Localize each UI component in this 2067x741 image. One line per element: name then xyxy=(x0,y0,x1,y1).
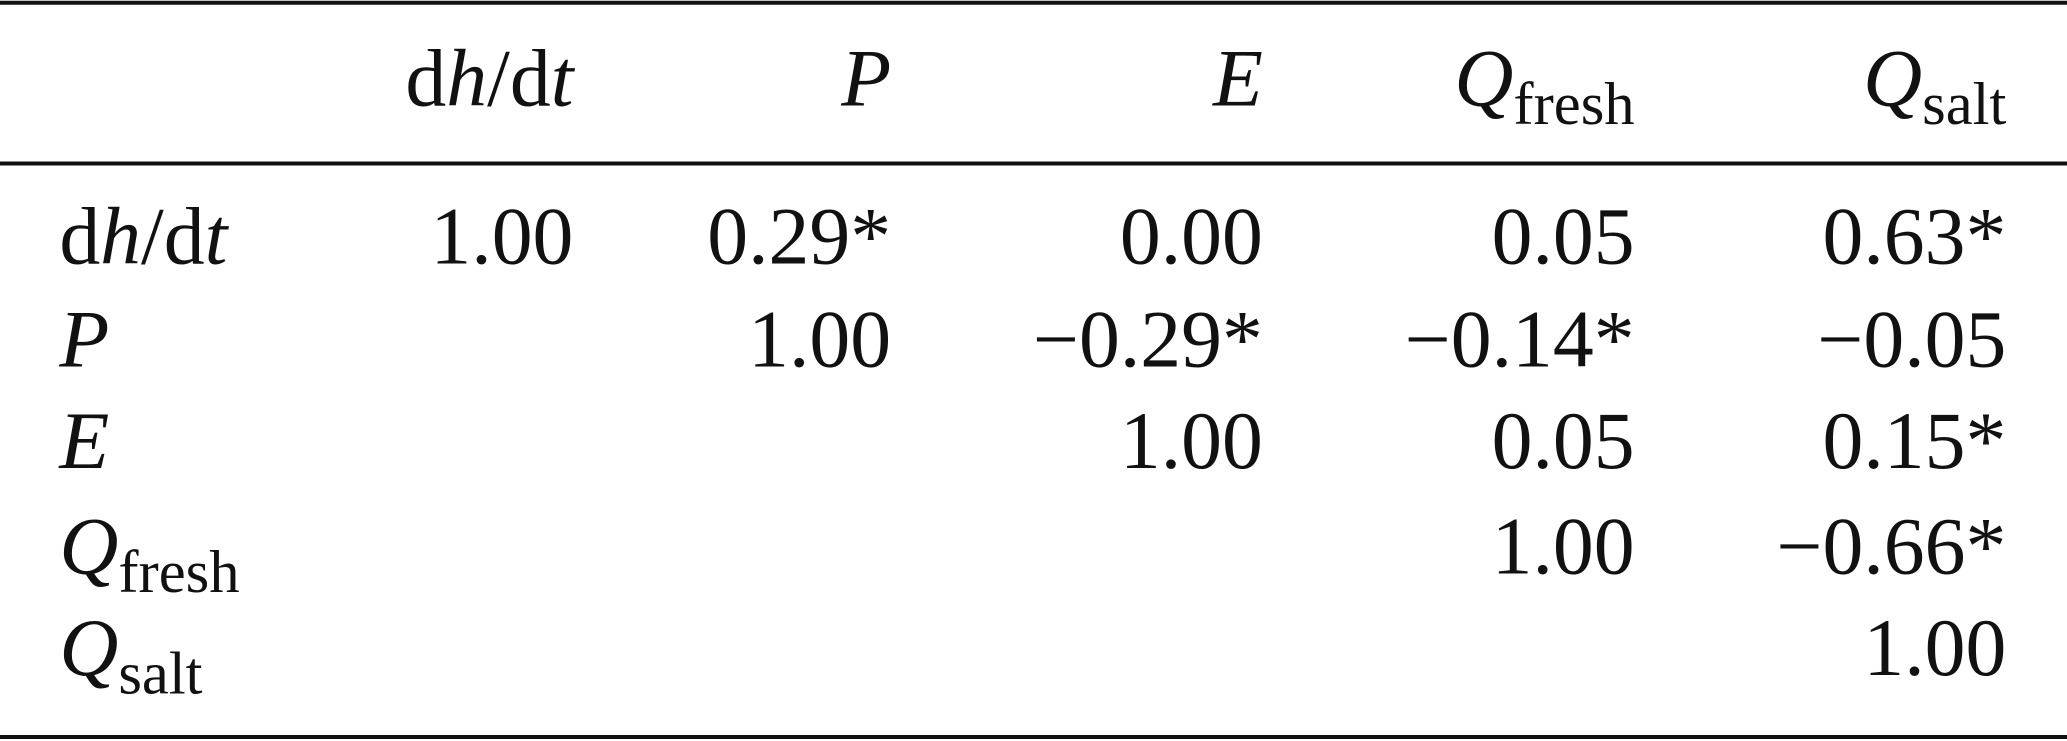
subscript: salt xyxy=(118,640,202,707)
subscript: salt xyxy=(1922,71,2006,138)
column-header: Qsalt xyxy=(1863,33,2006,138)
symbol: Q xyxy=(59,602,118,693)
subscript: fresh xyxy=(1513,71,1634,138)
label-part: t xyxy=(205,191,230,282)
row-label: Qsalt xyxy=(59,602,202,707)
label-part: d xyxy=(405,33,446,124)
symbol: Q xyxy=(1863,33,1922,124)
label-part: h xyxy=(100,191,141,282)
column-header: Qfresh xyxy=(1454,33,1634,138)
column-header: P xyxy=(840,33,891,124)
cell: 1.00 xyxy=(430,191,573,282)
cell: 0.29* xyxy=(707,191,891,282)
cell: 0.15* xyxy=(1822,395,2006,486)
cell: 0.63* xyxy=(1822,191,2006,282)
symbol: Q xyxy=(59,501,118,592)
cell: 1.00 xyxy=(1492,501,1635,592)
column-header: E xyxy=(1212,33,1263,124)
symbol: Q xyxy=(1454,33,1513,124)
row-label: E xyxy=(58,395,109,486)
label-part: /d xyxy=(487,33,551,124)
cell: −0.14* xyxy=(1405,294,1635,385)
label-part: d xyxy=(59,191,100,282)
row-label: P xyxy=(58,294,109,385)
cell: −0.29* xyxy=(1033,294,1263,385)
cell: 1.00 xyxy=(1120,395,1263,486)
row-label: Qfresh xyxy=(59,501,239,606)
row-label: dh/dt xyxy=(59,191,229,282)
column-header: dh/dt xyxy=(405,33,575,124)
cell: −0.05 xyxy=(1817,294,2006,385)
symbol: E xyxy=(1212,33,1263,124)
symbol: P xyxy=(58,294,109,385)
label-part: /d xyxy=(141,191,205,282)
cell: 0.00 xyxy=(1120,191,1263,282)
symbol: P xyxy=(840,33,891,124)
symbol: E xyxy=(58,395,109,486)
label-part: t xyxy=(551,33,576,124)
cell: −0.66* xyxy=(1776,501,2006,592)
cell: 0.05 xyxy=(1492,395,1635,486)
label-part: h xyxy=(446,33,487,124)
cell: 1.00 xyxy=(1863,602,2006,693)
cell: 0.05 xyxy=(1492,191,1635,282)
subscript: fresh xyxy=(118,539,239,606)
cell: 1.00 xyxy=(748,294,891,385)
